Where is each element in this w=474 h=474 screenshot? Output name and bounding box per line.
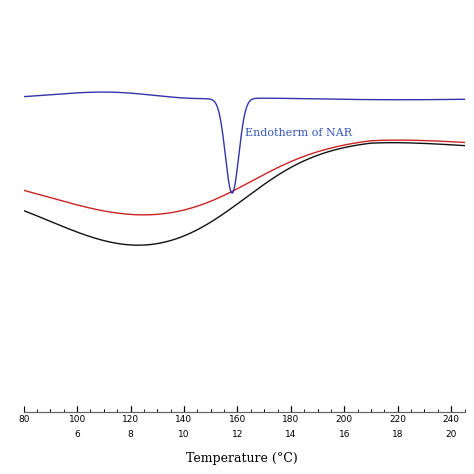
Text: Temperature (°C): Temperature (°C) (186, 452, 298, 465)
Text: Endotherm of NAR: Endotherm of NAR (246, 128, 353, 138)
